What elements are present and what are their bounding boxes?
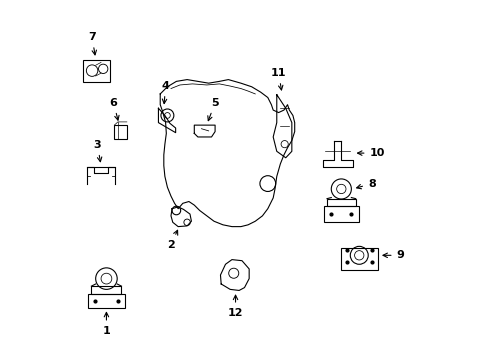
Bar [91,286,121,294]
Bar [326,199,355,206]
Text: 5: 5 [207,98,219,121]
Text: 12: 12 [227,295,243,318]
Bar [324,206,358,222]
Text: 3: 3 [94,140,102,162]
Text: 10: 10 [357,148,384,158]
Bar [88,294,125,309]
Bar [83,60,110,82]
Text: 8: 8 [356,179,375,189]
Bar [340,248,377,270]
Text: 1: 1 [102,312,110,336]
Text: 6: 6 [109,98,119,120]
Text: 4: 4 [162,81,169,104]
Text: 9: 9 [382,250,404,260]
Text: 2: 2 [167,230,177,249]
Bar [114,125,126,139]
Text: 7: 7 [88,32,96,55]
Text: 11: 11 [270,68,286,90]
